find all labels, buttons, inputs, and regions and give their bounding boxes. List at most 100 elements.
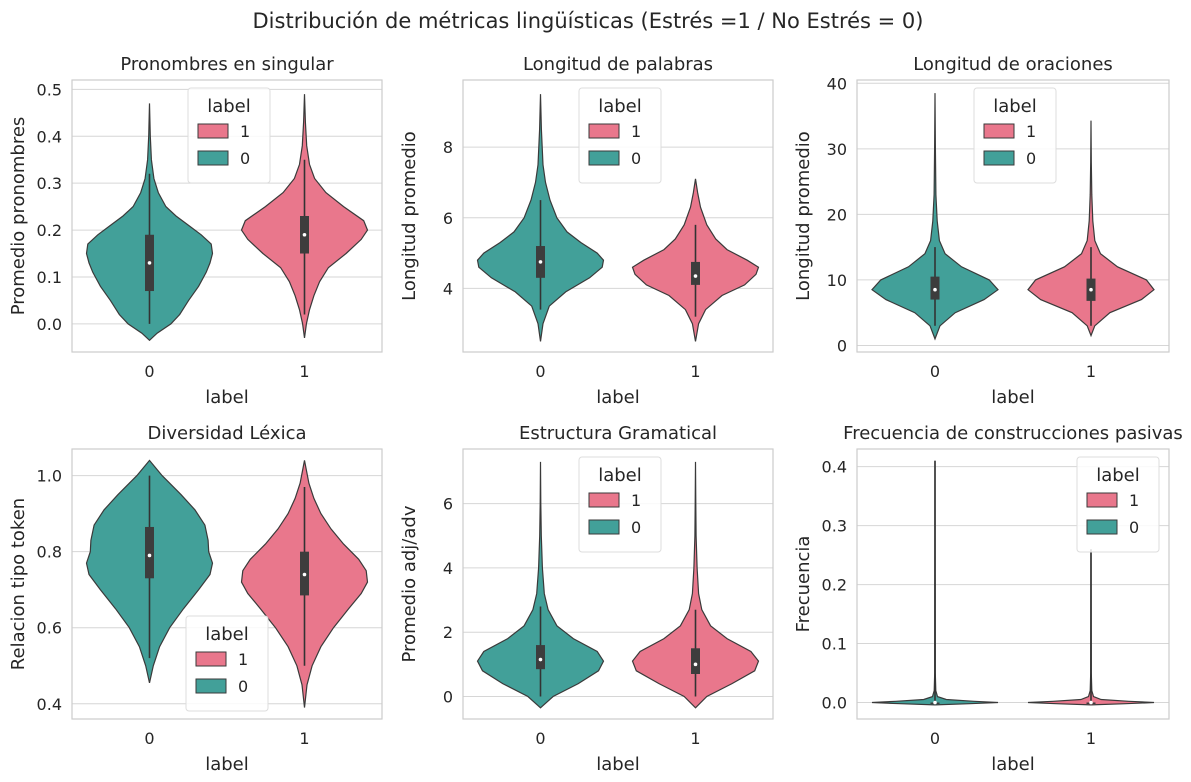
figure-title: Distribución de métricas lingüísticas (E… [253,9,924,33]
chart-panel-4: 0.4 0.6 0.8 1.0 0 1 Diversidad Léxica label Rela… [8,423,383,775]
violin-median-0 [538,657,543,662]
x-tick-label: 0 [930,362,940,381]
y-tick-label: 0.3 [37,174,62,193]
y-tick-label: 0.3 [822,517,847,536]
y-tick-label: 6 [443,495,453,514]
y-tick-label: 10 [827,271,847,290]
y-tick-label: 0.4 [37,695,62,714]
legend-entry-label: 1 [240,122,250,141]
legend-entry-label: 1 [238,650,248,669]
y-tick-label: 0.4 [822,458,847,477]
y-tick-label: 0 [443,688,453,707]
y-axis-label: Longitud promedio [793,131,814,301]
legend-swatch-label-1 [588,123,620,139]
violin-median-1 [693,662,698,667]
y-tick-label: 0.4 [37,127,62,146]
violin-label-0 [476,461,605,709]
plot-frame [856,79,1170,353]
y-axis-label: Promedio adj/adv [399,505,420,662]
legend-swatch-label-0 [588,150,620,166]
legend-entry-label: 0 [631,518,641,537]
legend-entry-label: 1 [1129,491,1139,510]
y-axis-label: Promedio pronombres [8,117,29,316]
legend-swatch-label-1 [1086,492,1118,508]
plot-frame [856,448,1170,720]
legend-entry-label: 1 [631,491,641,510]
y-axis-label: Frecuencia [793,536,814,633]
y-tick-label: 0.2 [822,576,847,595]
y-tick-label: 40 [827,74,847,93]
violin-median-1 [693,274,698,278]
legend-title: label [207,96,251,117]
legend-swatch-label-0 [197,150,229,166]
legend-swatch-label-0 [588,519,620,535]
legend-entry-label: 1 [631,122,641,141]
legend: label 1 0 [185,615,269,712]
plot-frame [71,448,383,720]
violin-median-0 [538,260,543,264]
x-tick-label: 0 [930,729,940,748]
legend-swatch-label-0 [983,150,1015,166]
violin-label-1 [1027,120,1155,338]
legend: label 1 0 [1076,456,1160,553]
legend-title: label [598,465,642,486]
violin-median-0 [147,553,152,558]
legend-title: label [205,624,249,645]
legend-swatch-label-0 [1086,519,1118,535]
x-tick-label: 1 [690,362,700,381]
legend-title: label [598,96,642,117]
legend-title: label [993,96,1037,117]
panel-title: Longitud de palabras [523,54,713,75]
violin-median-1 [302,572,307,577]
x-tick-label: 0 [144,362,154,381]
y-tick-label: 0.0 [822,693,847,712]
y-tick-label: 6 [443,209,453,228]
chart-panel-2: 4 6 8 0 1 Longitud de palabras label Longitud p… [399,54,774,408]
violin-median-1 [1089,700,1093,705]
legend: label 1 0 [578,456,662,553]
violin-iqr-0 [536,645,545,670]
y-tick-label: 0.8 [37,543,62,562]
legend-entry-label: 0 [238,677,248,696]
y-tick-label: 0.2 [37,221,62,240]
violin-label-0 [871,93,999,341]
y-axis-label: Longitud promedio [399,131,420,301]
x-tick-label: 1 [690,729,700,748]
plot-frame [71,79,383,353]
x-tick-label: 0 [535,729,545,748]
legend: label 1 0 [578,87,662,184]
panel-title: Diversidad Léxica [147,423,306,444]
chart-panel-1: 0.0 0.1 0.2 0.3 0.4 0.5 0 1 Pronombres en singul… [8,54,383,408]
x-tick-label: 1 [1086,729,1096,748]
plot-frame [462,448,774,720]
x-axis-label: label [596,387,640,408]
x-axis-label: label [991,387,1035,408]
violin-median-0 [933,700,937,705]
x-axis-label: label [205,754,249,775]
panel-title: Pronombres en singular [120,54,334,75]
legend-entry-label: 0 [1129,518,1139,537]
y-tick-label: 1.0 [37,467,62,486]
plot-frame [462,79,774,353]
x-axis-label: label [205,387,249,408]
x-tick-label: 0 [144,729,154,748]
x-tick-label: 1 [1086,362,1096,381]
x-tick-label: 1 [299,362,309,381]
violin-median-0 [147,261,152,265]
legend: label 1 0 [187,87,271,184]
chart-panel-5: 0 2 4 6 0 1 Estructura Gramatical label Promedio… [399,423,774,775]
violin-median-0 [933,287,937,292]
legend-swatch-label-1 [588,492,620,508]
violin-iqr-1 [691,648,700,674]
y-tick-label: 20 [827,205,847,224]
y-tick-label: 4 [443,279,453,298]
legend-title: label [1096,465,1140,486]
y-tick-label: 8 [443,138,453,157]
legend-swatch-label-0 [195,678,227,694]
x-tick-label: 0 [535,362,545,381]
y-tick-label: 0.6 [37,619,62,638]
y-tick-label: 0.0 [37,315,62,334]
panel-title: Longitud de oraciones [913,54,1113,75]
panel-title: Frecuencia de construcciones pasivas [843,423,1183,444]
